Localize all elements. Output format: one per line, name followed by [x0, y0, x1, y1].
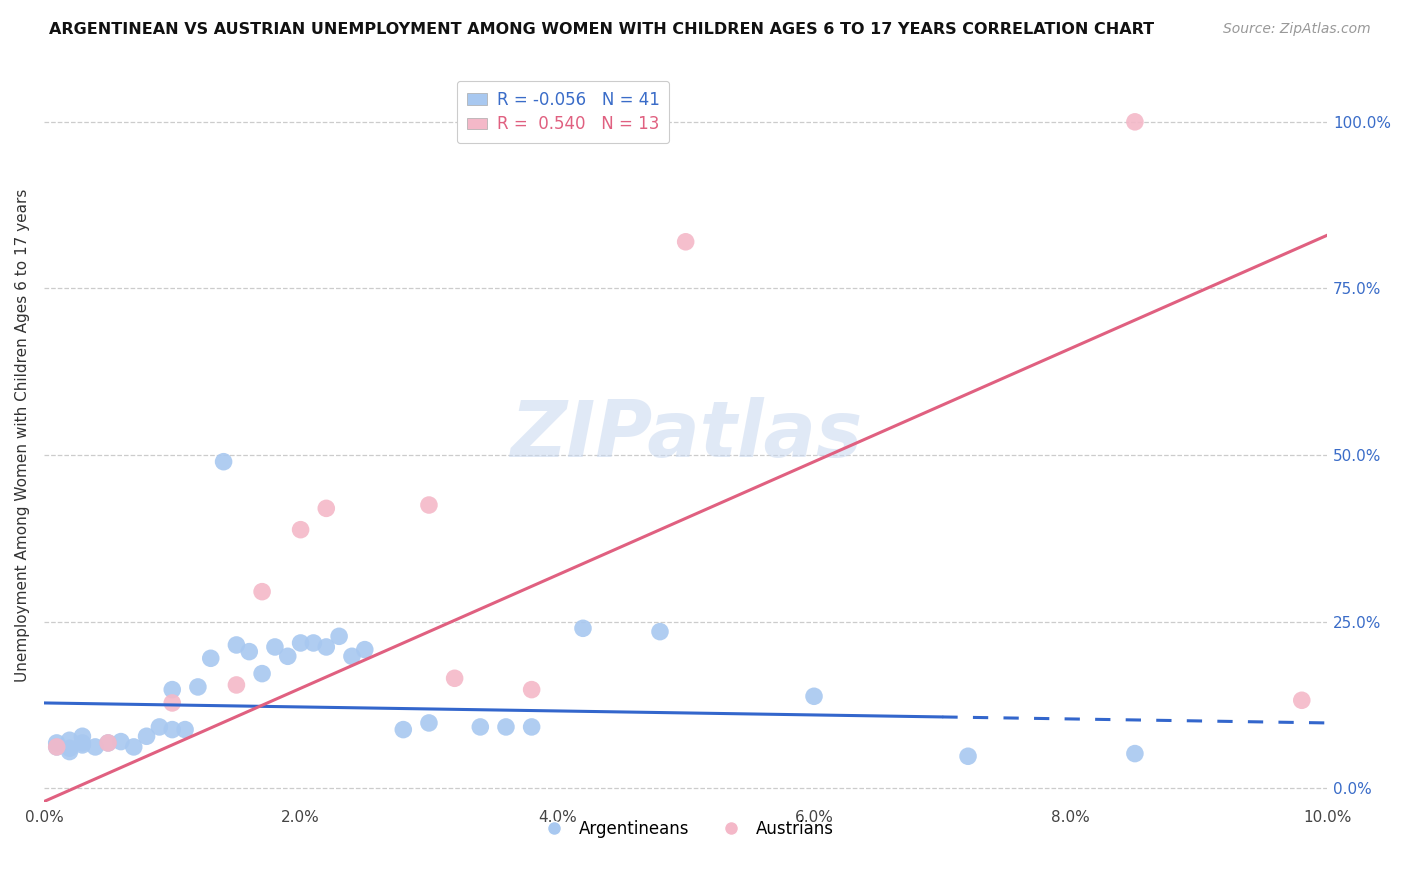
Point	[648, 624, 671, 639]
Point	[72, 736, 94, 750]
Point	[122, 739, 145, 754]
Text: ZIPatlas: ZIPatlas	[509, 397, 862, 473]
Point	[58, 745, 80, 759]
Y-axis label: Unemployment Among Women with Children Ages 6 to 17 years: Unemployment Among Women with Children A…	[15, 188, 30, 681]
Point	[572, 621, 595, 635]
Text: ARGENTINEAN VS AUSTRIAN UNEMPLOYMENT AMONG WOMEN WITH CHILDREN AGES 6 TO 17 YEAR: ARGENTINEAN VS AUSTRIAN UNEMPLOYMENT AMO…	[49, 22, 1154, 37]
Point	[72, 738, 94, 752]
Point	[418, 715, 440, 730]
Point	[110, 734, 132, 748]
Point	[225, 678, 247, 692]
Point	[162, 696, 184, 710]
Point	[212, 455, 235, 469]
Point	[45, 736, 67, 750]
Point	[58, 741, 80, 756]
Point	[264, 640, 287, 654]
Point	[803, 690, 825, 704]
Point	[392, 723, 415, 737]
Point	[148, 720, 170, 734]
Point	[97, 736, 120, 750]
Point	[315, 640, 337, 654]
Point	[1291, 693, 1313, 707]
Point	[1123, 747, 1146, 761]
Point	[84, 739, 107, 754]
Point	[328, 629, 350, 643]
Text: Source: ZipAtlas.com: Source: ZipAtlas.com	[1223, 22, 1371, 37]
Point	[340, 649, 363, 664]
Point	[225, 638, 247, 652]
Point	[174, 723, 197, 737]
Point	[495, 720, 517, 734]
Point	[290, 523, 312, 537]
Point	[200, 651, 222, 665]
Point	[238, 645, 260, 659]
Point	[250, 666, 273, 681]
Point	[353, 642, 375, 657]
Point	[1123, 115, 1146, 129]
Point	[520, 720, 543, 734]
Point	[162, 682, 184, 697]
Point	[520, 682, 543, 697]
Point	[675, 235, 697, 249]
Point	[290, 636, 312, 650]
Point	[315, 501, 337, 516]
Point	[470, 720, 492, 734]
Point	[418, 498, 440, 512]
Point	[135, 729, 157, 743]
Legend: Argentineans, Austrians: Argentineans, Austrians	[530, 814, 841, 845]
Point	[45, 739, 67, 754]
Point	[72, 729, 94, 743]
Point	[302, 636, 325, 650]
Point	[58, 733, 80, 747]
Point	[162, 723, 184, 737]
Point	[957, 749, 980, 764]
Point	[45, 739, 67, 754]
Point	[187, 680, 209, 694]
Point	[443, 671, 465, 685]
Point	[277, 649, 299, 664]
Point	[250, 584, 273, 599]
Point	[97, 736, 120, 750]
